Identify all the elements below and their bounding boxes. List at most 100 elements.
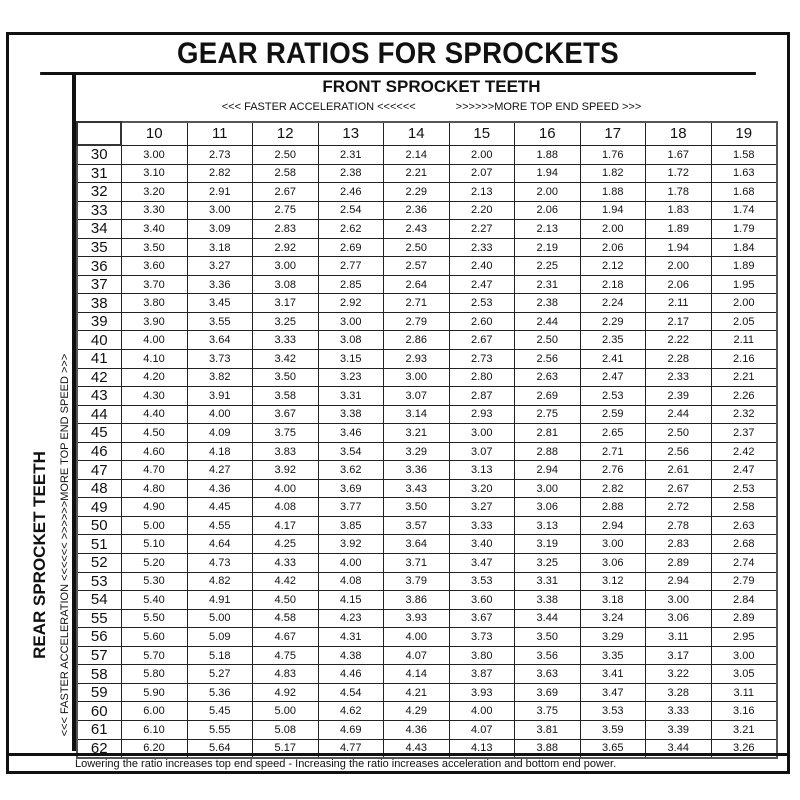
ratio-cell: 3.81	[514, 719, 581, 740]
rear-teeth-label: 50	[76, 515, 122, 536]
ratio-cell: 3.16	[710, 701, 778, 721]
ratio-cell: 1.72	[645, 163, 712, 184]
rear-teeth-label: 40	[76, 330, 122, 351]
ratio-cell: 5.09	[186, 627, 253, 647]
ratio-cell: 2.00	[645, 256, 712, 276]
table-row: 56 5.60 5.09 4.67 4.31 4.00 3.73 3.50 3.29 3.11 2.…	[76, 627, 778, 647]
ratio-cell: 4.17	[252, 515, 319, 536]
ratio-cell: 3.60	[448, 590, 515, 610]
ratio-cell: 3.27	[186, 256, 253, 276]
table-row: 47 4.70 4.27 3.92 3.62 3.36 3.13 2.94 2.76 2.61 2.…	[76, 460, 778, 480]
ratio-cell: 3.50	[514, 627, 581, 647]
ratio-cell: 3.64	[186, 330, 253, 351]
table-row: 34 3.40 3.09 2.83 2.62 2.43 2.27 2.13 2.00 1.89 1.…	[76, 219, 778, 239]
table-row: 61 6.10 5.55 5.08 4.69 4.36 4.07 3.81 3.59 3.39 3.…	[76, 719, 778, 740]
rear-teeth-label: 43	[76, 386, 122, 406]
ratio-cell: 3.83	[252, 441, 319, 462]
ratio-cell: 1.89	[710, 256, 778, 276]
ratio-cell: 2.46	[317, 182, 384, 202]
ratio-cell: 4.50	[120, 423, 188, 443]
corner-cell	[76, 121, 122, 146]
ratio-cell: 1.88	[514, 144, 581, 165]
ratio-cell: 2.33	[645, 367, 712, 388]
ratio-cell: 4.64	[186, 534, 253, 555]
rear-teeth-label: 48	[76, 478, 122, 499]
ratio-cell: 4.10	[120, 349, 188, 369]
ratio-cell: 4.08	[252, 497, 319, 517]
ratio-cell: 3.82	[186, 367, 253, 388]
ratio-cell: 3.73	[448, 627, 515, 647]
ratio-cell: 2.06	[645, 274, 712, 295]
ratio-cell: 1.95	[710, 274, 778, 295]
ratio-cell: 2.11	[710, 330, 778, 351]
ratio-cell: 1.83	[645, 200, 712, 221]
ratio-cell: 3.70	[120, 274, 188, 295]
ratio-cell: 3.08	[252, 274, 319, 295]
ratio-cell: 2.14	[383, 144, 450, 165]
ratio-cell: 3.85	[317, 515, 384, 536]
rear-teeth-label: 53	[76, 571, 122, 592]
table-row: 33 3.30 3.00 2.75 2.54 2.36 2.20 2.06 1.94 1.83 1.…	[76, 200, 778, 221]
ratio-cell: 3.00	[383, 367, 450, 388]
front-teeth-header: 10	[120, 121, 188, 146]
ratio-cell: 2.13	[448, 182, 515, 202]
ratio-cell: 3.21	[710, 719, 778, 740]
ratio-cell: 4.00	[120, 330, 188, 351]
table-row: 32 3.20 2.91 2.67 2.46 2.29 2.13 2.00 1.88 1.78 1.…	[76, 182, 778, 202]
rear-teeth-label: 57	[76, 645, 122, 666]
ratio-cell: 3.43	[383, 478, 450, 499]
ratio-cell: 2.73	[186, 144, 253, 165]
ratio-cell: 1.88	[579, 182, 646, 202]
ratio-table: 10 11 12 13 14 15 16 17 18 19 30 3.00 2.73 2.50 2.31 2.…	[76, 121, 778, 760]
ratio-cell: 3.33	[448, 515, 515, 536]
rear-teeth-label: 47	[76, 460, 122, 480]
ratio-cell: 2.83	[645, 534, 712, 555]
ratio-cell: 2.27	[448, 219, 515, 239]
ratio-cell: 3.19	[514, 534, 581, 555]
ratio-cell: 2.64	[383, 274, 450, 295]
ratio-cell: 3.13	[514, 515, 581, 536]
front-sprocket-label: FRONT SPROCKET TEETH	[322, 77, 541, 96]
ratio-cell: 2.80	[448, 367, 515, 388]
table-row: 49 4.90 4.45 4.08 3.77 3.50 3.27 3.06 2.88 2.72 2.…	[76, 497, 778, 517]
rear-teeth-label: 41	[76, 349, 122, 369]
rear-teeth-label: 51	[76, 534, 122, 555]
ratio-cell: 4.27	[186, 460, 253, 480]
ratio-cell: 4.73	[186, 553, 253, 573]
table-row: 40 4.00 3.64 3.33 3.08 2.86 2.67 2.50 2.35 2.22 2.…	[76, 330, 778, 351]
ratio-cell: 3.23	[317, 367, 384, 388]
ratio-cell: 3.00	[710, 645, 778, 666]
ratio-cell: 3.71	[383, 553, 450, 573]
table-row: 46 4.60 4.18 3.83 3.54 3.29 3.07 2.88 2.71 2.56 2.…	[76, 441, 778, 462]
ratio-cell: 2.63	[514, 367, 581, 388]
ratio-cell: 4.46	[317, 664, 384, 684]
ratio-cell: 4.07	[383, 645, 450, 666]
ratio-cell: 3.36	[186, 274, 253, 295]
ratio-cell: 3.15	[317, 349, 384, 369]
ratio-cell: 2.73	[448, 349, 515, 369]
ratio-cell: 5.00	[120, 515, 188, 536]
front-teeth-header: 17	[579, 121, 646, 146]
ratio-cell: 3.92	[252, 460, 319, 480]
ratio-cell: 3.64	[383, 534, 450, 555]
ratio-cell: 2.53	[448, 293, 515, 313]
ratio-cell: 2.00	[514, 182, 581, 202]
ratio-cell: 3.35	[579, 645, 646, 666]
ratio-cell: 4.90	[120, 497, 188, 517]
ratio-cell: 2.20	[448, 200, 515, 221]
header-row: 10 11 12 13 14 15 16 17 18 19	[76, 121, 778, 146]
ratio-cell: 2.75	[252, 200, 319, 221]
rear-teeth-label: 54	[76, 590, 122, 610]
ratio-cell: 2.83	[252, 219, 319, 239]
ratio-cell: 2.93	[383, 349, 450, 369]
ratio-cell: 4.00	[383, 627, 450, 647]
ratio-cell: 5.08	[252, 719, 319, 740]
ratio-cell: 3.53	[448, 571, 515, 592]
ratio-cell: 3.20	[448, 478, 515, 499]
table-row: 36 3.60 3.27 3.00 2.77 2.57 2.40 2.25 2.12 2.00 1.…	[76, 256, 778, 276]
ratio-cell: 2.93	[448, 404, 515, 425]
ratio-cell: 4.69	[317, 719, 384, 740]
ratio-cell: 2.26	[710, 386, 778, 406]
footer-note: Lowering the ratio increases top end spe…	[9, 753, 787, 771]
ratio-cell: 2.57	[383, 256, 450, 276]
